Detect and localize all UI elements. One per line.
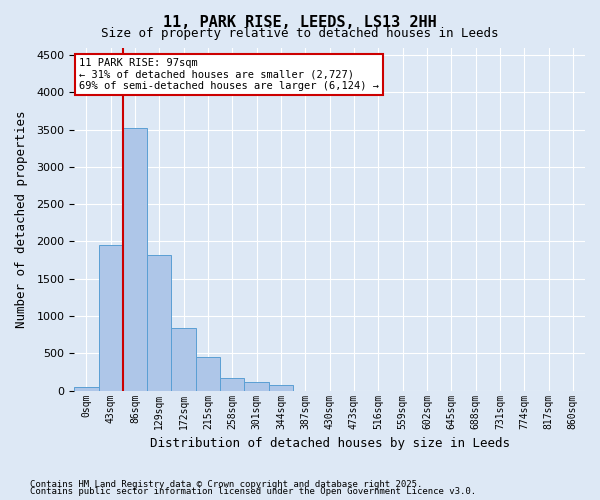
Text: Size of property relative to detached houses in Leeds: Size of property relative to detached ho… (101, 28, 499, 40)
Y-axis label: Number of detached properties: Number of detached properties (15, 110, 28, 328)
Bar (196, 357, 220, 390)
Bar (269, 385, 293, 390)
Bar (98, 245, 123, 390)
Bar (147, 255, 172, 390)
X-axis label: Distribution of detached houses by size in Leeds: Distribution of detached houses by size … (149, 437, 509, 450)
Bar (244, 382, 269, 390)
Text: 11 PARK RISE: 97sqm
← 31% of detached houses are smaller (2,727)
69% of semi-det: 11 PARK RISE: 97sqm ← 31% of detached ho… (79, 58, 379, 91)
Bar (172, 328, 196, 390)
Text: Contains HM Land Registry data © Crown copyright and database right 2025.: Contains HM Land Registry data © Crown c… (30, 480, 422, 489)
Bar (123, 128, 147, 390)
Bar (74, 387, 98, 390)
Text: 11, PARK RISE, LEEDS, LS13 2HH: 11, PARK RISE, LEEDS, LS13 2HH (163, 15, 437, 30)
Text: Contains public sector information licensed under the Open Government Licence v3: Contains public sector information licen… (30, 487, 476, 496)
Bar (220, 378, 244, 390)
